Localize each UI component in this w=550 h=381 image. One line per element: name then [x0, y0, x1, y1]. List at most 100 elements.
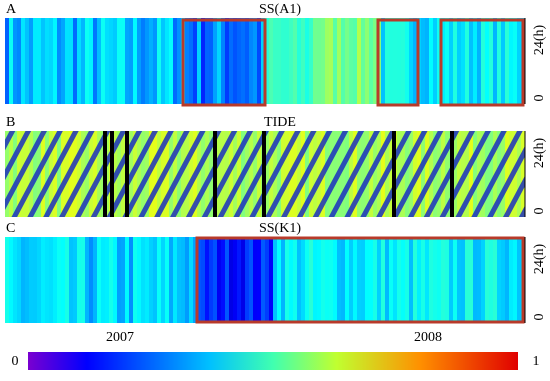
- heat-cell: [509, 18, 513, 104]
- heat-cell: [169, 237, 173, 323]
- heat-cell: [505, 18, 509, 104]
- heat-cell: [381, 18, 385, 104]
- heat-cell: [253, 18, 257, 104]
- heat-cell: [153, 237, 157, 323]
- heat-cell: [269, 237, 273, 323]
- heat-cell: [125, 237, 129, 323]
- heat-cell: [305, 18, 309, 104]
- heat-cell: [313, 18, 317, 104]
- heat-cell: [273, 237, 277, 323]
- heat-cell: [333, 18, 337, 104]
- heat-cell: [289, 18, 293, 104]
- heat-cell: [321, 237, 325, 323]
- heat-cell: [169, 18, 173, 104]
- heat-cell: [17, 237, 21, 323]
- heat-cell: [473, 18, 477, 104]
- heat-cell: [121, 18, 125, 104]
- heat-cell: [317, 237, 321, 323]
- heat-cell: [405, 237, 409, 323]
- heat-cell: [9, 18, 13, 104]
- heat-cell: [93, 237, 97, 323]
- gap: [262, 131, 266, 217]
- heat-cell: [25, 18, 29, 104]
- heat-cell: [457, 18, 461, 104]
- heat-cell: [117, 237, 121, 323]
- heat-cell: [121, 237, 125, 323]
- heat-cell: [125, 18, 129, 104]
- colorbar-min: 0: [12, 354, 19, 369]
- panel-letter: A: [6, 2, 17, 17]
- heat-cell: [105, 18, 109, 104]
- heat-cell: [317, 18, 321, 104]
- heat-cell: [185, 18, 189, 104]
- heat-cell: [113, 237, 117, 323]
- heat-cell: [449, 237, 453, 323]
- heat-cell: [481, 18, 485, 104]
- heat-cell: [485, 237, 489, 323]
- highlight-box: [376, 18, 420, 107]
- heat-cell: [345, 18, 349, 104]
- heat-cell: [497, 237, 501, 323]
- heat-cell: [337, 237, 341, 323]
- heat-cell: [153, 18, 157, 104]
- heat-cell: [101, 237, 105, 323]
- heat-cell: [85, 237, 89, 323]
- heat-cell: [157, 237, 161, 323]
- heat-cell: [137, 18, 141, 104]
- heat-cell: [293, 237, 297, 323]
- heat-cell: [101, 18, 105, 104]
- heat-cell: [393, 18, 397, 104]
- heat-cell: [193, 237, 197, 323]
- heat-cell: [197, 18, 201, 104]
- heat-cell: [337, 18, 341, 104]
- heat-cell: [249, 18, 253, 104]
- heat-cell: [225, 18, 229, 104]
- heat-cell: [369, 18, 373, 104]
- heat-cell: [45, 18, 49, 104]
- heat-cell: [21, 18, 25, 104]
- heat-cell: [453, 18, 457, 104]
- heat-cell: [33, 18, 37, 104]
- heat-cell: [381, 237, 385, 323]
- heat-cell: [513, 237, 517, 323]
- panel-letter: B: [6, 115, 15, 130]
- heat-cell: [301, 18, 305, 104]
- gap: [125, 131, 129, 217]
- heat-cell: [25, 237, 29, 323]
- heat-cell: [445, 237, 449, 323]
- heat-cell: [289, 237, 293, 323]
- heat-cell: [117, 18, 121, 104]
- heat-cell: [293, 18, 297, 104]
- heat-cell: [233, 18, 237, 104]
- heat-cell: [161, 237, 165, 323]
- heat-cell: [81, 237, 85, 323]
- heat-cell: [469, 237, 473, 323]
- heat-cell: [17, 18, 21, 104]
- heat-cell: [461, 237, 465, 323]
- heat-cell: [349, 18, 353, 104]
- heat-cell: [165, 18, 169, 104]
- heat-cell: [45, 237, 49, 323]
- heat-cell: [133, 18, 137, 104]
- heat-cell: [385, 18, 389, 104]
- heat-cell: [477, 237, 481, 323]
- heat-cell: [401, 18, 405, 104]
- heat-cell: [49, 18, 53, 104]
- heat-cell: [341, 18, 345, 104]
- gap: [450, 131, 454, 217]
- heat-cell: [73, 18, 77, 104]
- heat-cell: [277, 18, 281, 104]
- heat-cell: [209, 18, 213, 104]
- x-label: 2007: [106, 330, 134, 345]
- heat-cell: [501, 18, 505, 104]
- heat-cell: [261, 18, 265, 104]
- heat-cell: [357, 237, 361, 323]
- heat-cell: [49, 237, 53, 323]
- heat-cell: [345, 237, 349, 323]
- heat-cell: [29, 237, 33, 323]
- heat-cell: [209, 237, 213, 323]
- heat-cell: [297, 18, 301, 104]
- heat-cell: [69, 18, 73, 104]
- gap: [213, 131, 217, 217]
- heat-cell: [309, 237, 313, 323]
